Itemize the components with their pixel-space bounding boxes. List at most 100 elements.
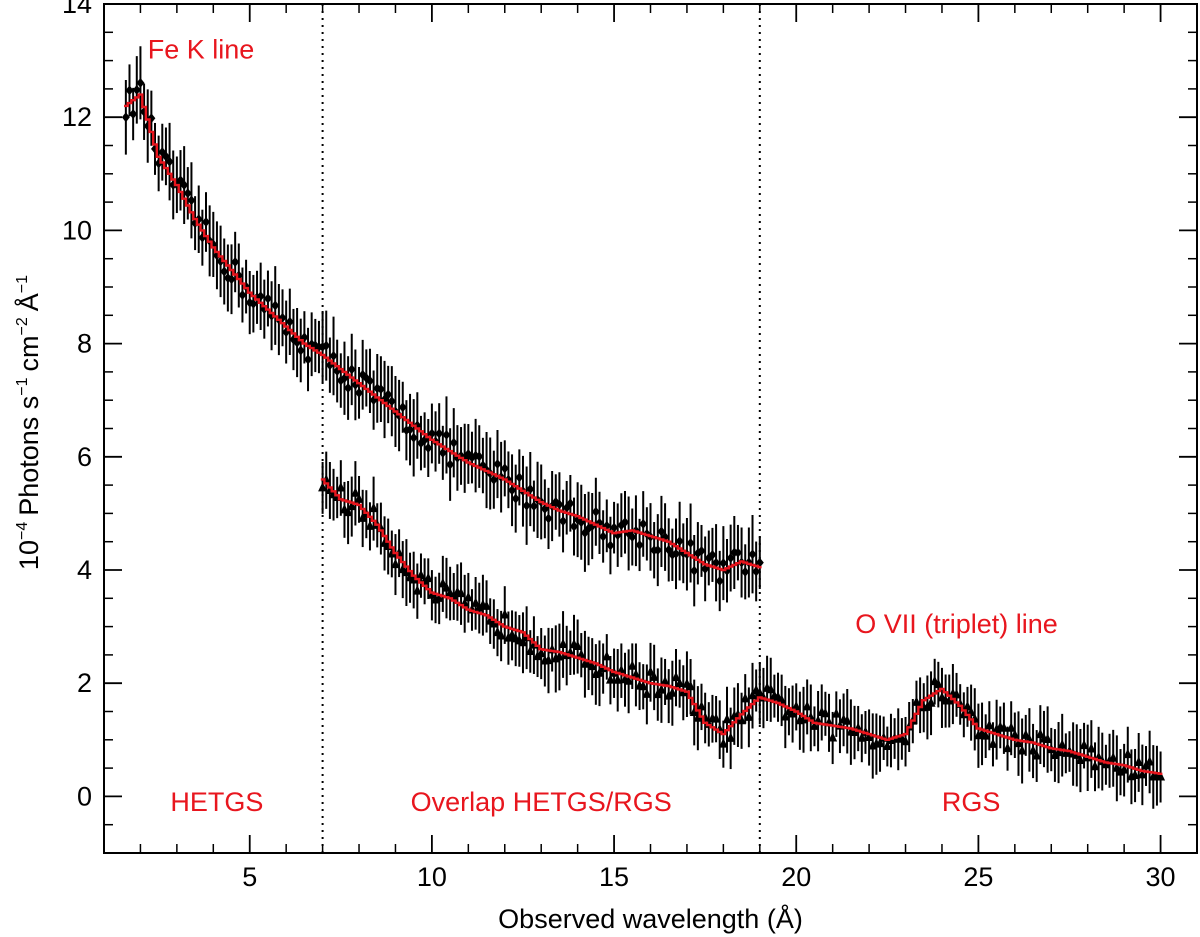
data-point-diamond xyxy=(606,540,615,551)
data-point-diamond xyxy=(322,340,331,351)
data-point-diamond xyxy=(376,384,385,395)
data-point-triangle xyxy=(962,700,972,711)
annotation-label: RGS xyxy=(942,787,1001,817)
data-point-triangle xyxy=(390,558,400,569)
data-point-diamond xyxy=(712,557,721,568)
data-point-triangle xyxy=(1130,769,1140,780)
data-point-triangle xyxy=(820,707,830,718)
data-point-diamond xyxy=(686,537,695,548)
x-tick-label: 10 xyxy=(417,862,447,892)
data-point-triangle xyxy=(809,720,819,730)
series-diamond xyxy=(121,46,764,612)
data-point-triangle xyxy=(799,713,809,724)
data-point-triangle xyxy=(543,654,553,665)
data-point-diamond xyxy=(132,84,141,95)
x-axis-title: Observed wavelength (Å) xyxy=(498,903,803,934)
data-point-triangle xyxy=(434,592,444,602)
data-point-triangle xyxy=(576,649,586,659)
data-point-triangle xyxy=(791,700,801,711)
data-point-diamond xyxy=(183,188,192,199)
data-point-triangle xyxy=(1057,739,1067,749)
ylabel-unit3: Å xyxy=(13,293,44,311)
data-point-triangle xyxy=(489,618,499,628)
data-point-diamond xyxy=(591,506,600,517)
data-point-diamond xyxy=(136,77,145,88)
data-point-triangle xyxy=(686,680,696,691)
data-point-triangle xyxy=(1032,750,1042,760)
data-point-diamond xyxy=(446,459,455,470)
data-point-diamond xyxy=(347,364,356,375)
data-point-triangle xyxy=(1017,744,1027,755)
data-point-diamond xyxy=(121,112,130,123)
data-point-diamond xyxy=(620,517,629,528)
x-tick-label: 15 xyxy=(599,862,629,892)
data-point-diamond xyxy=(238,290,247,301)
data-point-triangle xyxy=(438,577,448,588)
data-point-triangle xyxy=(755,687,765,697)
data-point-triangle xyxy=(740,692,750,703)
data-point-diamond xyxy=(697,545,706,556)
data-point-diamond xyxy=(435,428,444,439)
data-point-triangle xyxy=(689,706,699,717)
data-point-triangle xyxy=(409,574,419,584)
data-point-triangle xyxy=(656,684,666,694)
annotation-label: Overlap HETGS/RGS xyxy=(411,787,672,817)
data-point-triangle xyxy=(744,711,754,721)
data-point-triangle xyxy=(1090,760,1100,771)
data-point-triangle xyxy=(347,500,357,511)
data-point-triangle xyxy=(482,600,492,610)
data-point-diamond xyxy=(449,437,458,448)
data-point-triangle xyxy=(780,711,790,721)
data-point-diamond xyxy=(522,500,531,511)
data-point-triangle xyxy=(1079,739,1089,750)
data-point-triangle xyxy=(646,666,655,676)
annotation-label: O VII (triplet) line xyxy=(855,609,1058,639)
data-point-triangle xyxy=(416,569,426,580)
data-point-triangle xyxy=(638,680,648,691)
data-point-triangle xyxy=(667,687,677,697)
data-point-triangle xyxy=(988,738,998,748)
data-point-diamond xyxy=(690,565,699,576)
data-point-diamond xyxy=(285,316,294,327)
data-point-triangle xyxy=(664,690,674,700)
data-point-triangle xyxy=(573,640,583,651)
data-point-diamond xyxy=(263,293,272,304)
data-point-triangle xyxy=(926,697,936,707)
data-point-diamond xyxy=(752,566,761,577)
data-point-diamond xyxy=(555,499,564,510)
data-point-triangle xyxy=(984,719,994,730)
data-point-triangle xyxy=(365,520,375,530)
data-point-triangle xyxy=(1156,770,1166,781)
model-step-line-triangle xyxy=(320,478,1163,775)
data-point-triangle xyxy=(842,715,852,725)
data-point-triangle xyxy=(952,688,962,699)
data-point-triangle xyxy=(1006,722,1016,732)
data-point-diamond xyxy=(231,257,240,268)
data-point-triangle xyxy=(1043,733,1053,744)
data-point-triangle xyxy=(660,675,670,686)
data-point-triangle xyxy=(857,732,867,742)
data-point-triangle xyxy=(613,674,623,684)
data-point-diamond xyxy=(559,516,568,527)
data-point-triangle xyxy=(423,572,433,583)
data-point-triangle xyxy=(1145,755,1155,766)
data-point-triangle xyxy=(748,689,758,700)
data-point-triangle xyxy=(697,700,707,711)
data-point-diamond xyxy=(304,354,313,365)
data-point-diamond xyxy=(202,217,211,228)
x-tick-label: 20 xyxy=(781,862,811,892)
y-axis-title: 10−4Photons s−1cm−2Å−1 xyxy=(13,275,44,570)
data-point-triangle xyxy=(496,630,506,640)
data-point-triangle xyxy=(441,582,451,592)
data-point-triangle xyxy=(1050,749,1060,759)
data-point-triangle xyxy=(1003,742,1013,753)
data-point-triangle xyxy=(642,688,652,698)
data-point-triangle xyxy=(711,713,721,723)
data-point-triangle xyxy=(1134,756,1144,766)
data-point-triangle xyxy=(722,713,732,724)
data-point-triangle xyxy=(788,708,798,718)
data-point-triangle xyxy=(802,700,812,711)
ylabel-scale-exp: −4 xyxy=(14,522,31,540)
data-point-diamond xyxy=(271,300,280,311)
